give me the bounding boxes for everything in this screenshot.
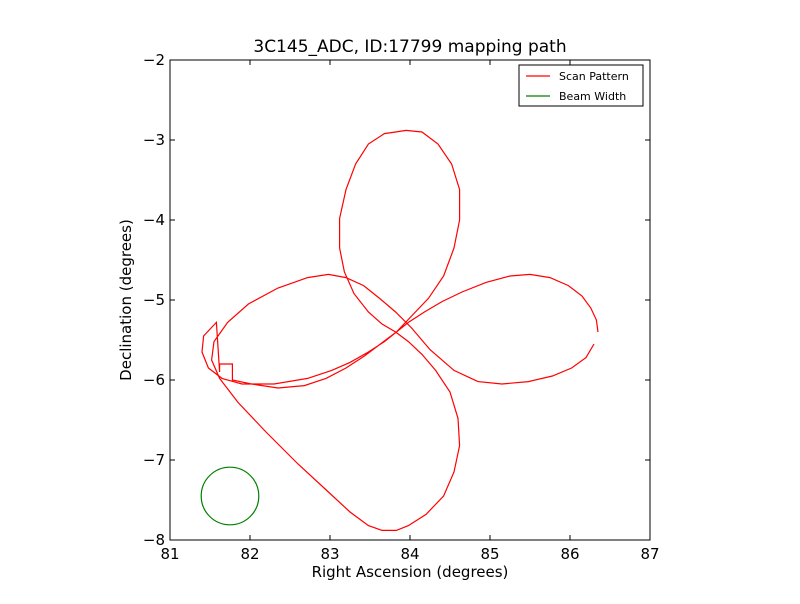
beam-width-circle	[200, 466, 260, 526]
y-tick-label: −8	[143, 531, 165, 549]
x-tick-label: 83	[320, 545, 339, 563]
x-tick-label: 87	[640, 545, 659, 563]
y-tick-label: −7	[143, 451, 165, 469]
y-tick-label: −2	[143, 51, 165, 69]
legend: Scan Pattern Beam Width	[518, 64, 644, 107]
x-tick-label: 85	[480, 545, 499, 563]
chart-title: 3C145_ADC, ID:17799 mapping path	[253, 37, 566, 57]
scan-pattern-line	[201, 129, 599, 532]
y-tick-label: −3	[143, 131, 165, 149]
y-tick-label: −6	[143, 371, 165, 389]
x-axis-label: Right Ascension (degrees)	[312, 563, 509, 581]
legend-box	[518, 64, 644, 107]
x-tick-label: 81	[160, 545, 179, 563]
plot-area	[200, 129, 599, 532]
plot-frame	[169, 59, 651, 541]
axis-ticks: 81 82 83 84 85 86 87 −8 −7 −6 −5 −4 −3 −2	[143, 51, 660, 563]
x-tick-label: 86	[560, 545, 579, 563]
y-tick-label: −4	[143, 211, 165, 229]
legend-label-beam-width: Beam Width	[559, 90, 626, 103]
x-tick-label: 82	[240, 545, 259, 563]
y-tick-label: −5	[143, 291, 165, 309]
x-tick-label: 84	[400, 545, 419, 563]
legend-label-scan-pattern: Scan Pattern	[559, 70, 629, 83]
y-axis-label: Declination (degrees)	[117, 219, 135, 381]
